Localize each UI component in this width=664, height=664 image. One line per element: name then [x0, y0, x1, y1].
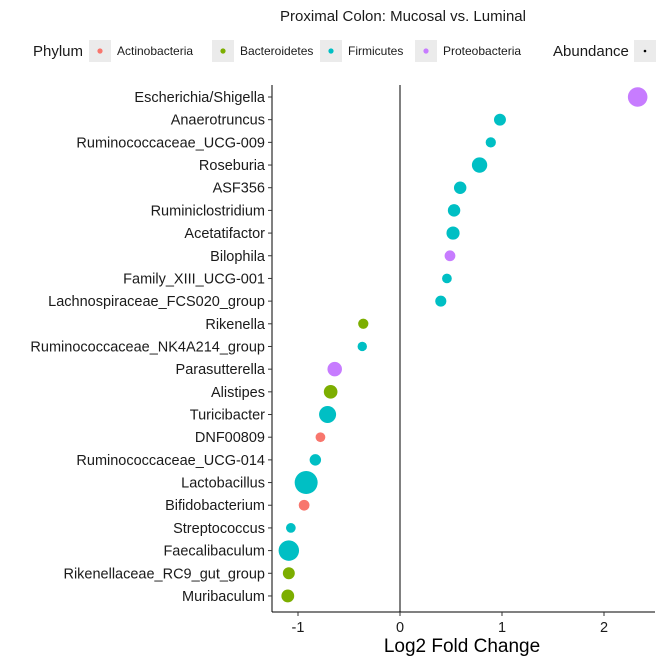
y-tick-label-family-xiii-ucg-001: Family_XIII_UCG-001 — [123, 271, 265, 287]
point-muribaculum — [281, 589, 295, 603]
y-tick-label-turicibacter: Turicibacter — [190, 408, 265, 424]
point-faecalibaculum — [278, 540, 300, 561]
legend-swatch-actinobacteria — [97, 48, 103, 54]
legend-label-actinobacteria: Actinobacteria — [117, 44, 193, 58]
point-acetatifactor — [446, 226, 460, 240]
point-ruminococcaceae-ucg-014 — [309, 454, 322, 466]
legend-entry-firmicutes: Firmicutes — [320, 40, 403, 62]
y-tick-label-lachnospiraceae-fcs020-group: Lachnospiraceae_FCS020_group — [48, 294, 265, 310]
legend-swatch-proteobacteria — [423, 48, 429, 54]
legend-entry-bacteroidetes: Bacteroidetes — [212, 40, 313, 62]
point-roseburia — [471, 157, 488, 173]
y-tick-label-ruminococcaceae-nk4a214-group: Ruminococcaceae_NK4A214_group — [30, 339, 265, 355]
legend-label-bacteroidetes: Bacteroidetes — [240, 44, 313, 58]
point-lachnospiraceae-fcs020-group — [435, 295, 447, 307]
point-alistipes — [323, 385, 338, 399]
plot-panel: Escherichia/Shigella Anaerotruncus Ruminoc… — [30, 85, 655, 636]
point-ruminococcaceae-ucg-009 — [485, 137, 496, 148]
y-tick-label-ruminiclostridium: Ruminiclostridium — [151, 203, 265, 219]
y-tick-label-rikenella: Rikenella — [205, 317, 266, 333]
x-tick-label: 1 — [498, 620, 506, 636]
y-tick-label-streptococcus: Streptococcus — [173, 521, 265, 537]
x-axis-title: Log2 Fold Change — [384, 636, 540, 657]
point-rikenella — [358, 318, 369, 329]
y-tick-label-acetatifactor: Acetatifactor — [184, 226, 265, 242]
y-tick-label-bifidobacterium: Bifidobacterium — [165, 498, 265, 514]
y-tick-label-escherichia-shigella: Escherichia/Shigella — [134, 90, 266, 106]
y-tick-label-muribaculum: Muribaculum — [182, 589, 265, 605]
legend-title-phylum: Phylum — [33, 43, 83, 60]
y-tick-label-rikenellaceae-rc9-gut-group: Rikenellaceae_RC9_gut_group — [63, 566, 265, 582]
point-escherichia-shigella — [627, 87, 648, 107]
y-tick-label-lactobacillus: Lactobacillus — [181, 476, 265, 492]
y-tick-label-ruminococcaceae-ucg-009: Ruminococcaceae_UCG-009 — [76, 135, 265, 151]
y-tick-label-alistipes: Alistipes — [211, 385, 265, 401]
y-tick-label-roseburia: Roseburia — [199, 158, 266, 174]
legend-abundance-dot — [643, 49, 647, 53]
y-tick-label-bilophila: Bilophila — [210, 249, 266, 265]
point-ruminiclostridium — [447, 204, 461, 217]
point-dnf00809 — [315, 432, 326, 443]
point-turicibacter — [319, 405, 337, 424]
legend: Phylum Actinobacteria Bacteroidetes Firmic… — [33, 40, 656, 62]
chart-title: Proximal Colon: Mucosal vs. Luminal — [280, 8, 526, 25]
point-anaerotruncus — [493, 113, 506, 126]
point-lactobacillus — [294, 471, 318, 495]
point-bifidobacterium — [298, 499, 310, 511]
legend-entry-actinobacteria: Actinobacteria — [89, 40, 193, 62]
y-tick-label-ruminococcaceae-ucg-014: Ruminococcaceae_UCG-014 — [76, 453, 265, 469]
point-bilophila — [444, 250, 456, 262]
x-tick-label: -1 — [292, 620, 305, 636]
y-tick-label-faecalibaculum: Faecalibaculum — [163, 544, 265, 560]
point-ruminococcaceae-nk4a214-group — [357, 341, 367, 352]
legend-swatch-firmicutes — [328, 48, 334, 54]
legend-label-proteobacteria: Proteobacteria — [443, 44, 521, 58]
point-parasutterella — [327, 361, 342, 377]
y-tick-label-dnf00809: DNF00809 — [195, 430, 265, 446]
point-streptococcus — [285, 523, 296, 533]
legend-entry-proteobacteria: Proteobacteria — [415, 40, 521, 62]
point-rikenellaceae-rc9-gut-group — [282, 567, 295, 580]
point-asf356 — [453, 181, 467, 194]
x-tick-label: 0 — [396, 620, 404, 636]
legend-label-firmicutes: Firmicutes — [348, 44, 403, 58]
legend-swatch-bacteroidetes — [220, 48, 226, 54]
y-tick-label-parasutterella: Parasutterella — [176, 362, 266, 378]
y-tick-label-asf356: ASF356 — [213, 181, 265, 197]
y-tick-label-anaerotruncus: Anaerotruncus — [171, 113, 265, 129]
legend-title-abundance: Abundance — [553, 43, 629, 60]
x-tick-label: 2 — [600, 620, 608, 636]
point-family-xiii-ucg-001 — [442, 273, 452, 284]
